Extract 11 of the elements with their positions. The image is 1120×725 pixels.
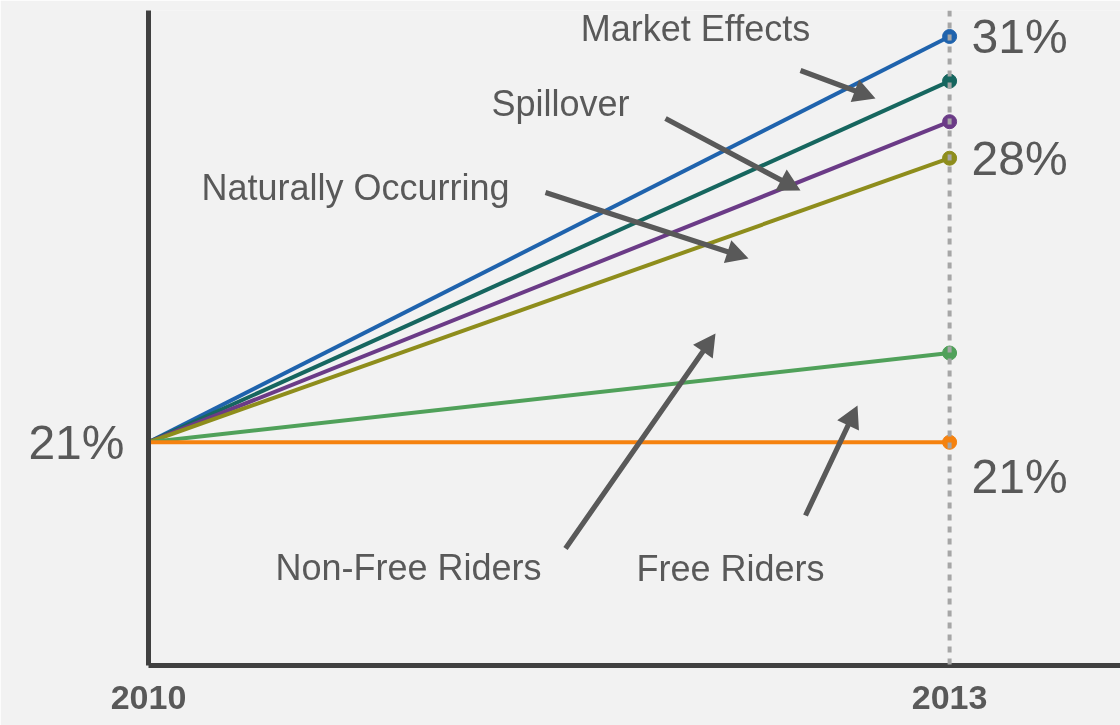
data-label: 31% [971, 9, 1068, 63]
text: Free Riders [636, 548, 825, 589]
annotation: Spillover [491, 83, 630, 124]
annotation: Market Effects [580, 8, 811, 49]
data-label: 21% [971, 450, 1068, 504]
text: Non-Free Riders [275, 547, 542, 588]
x-tick-label: 2010 [110, 677, 187, 716]
annotation: Naturally Occurring [201, 167, 510, 208]
data-label: 21% [28, 415, 125, 469]
data-label: 28% [971, 131, 1068, 185]
x-tick-label: 2013 [911, 677, 988, 716]
